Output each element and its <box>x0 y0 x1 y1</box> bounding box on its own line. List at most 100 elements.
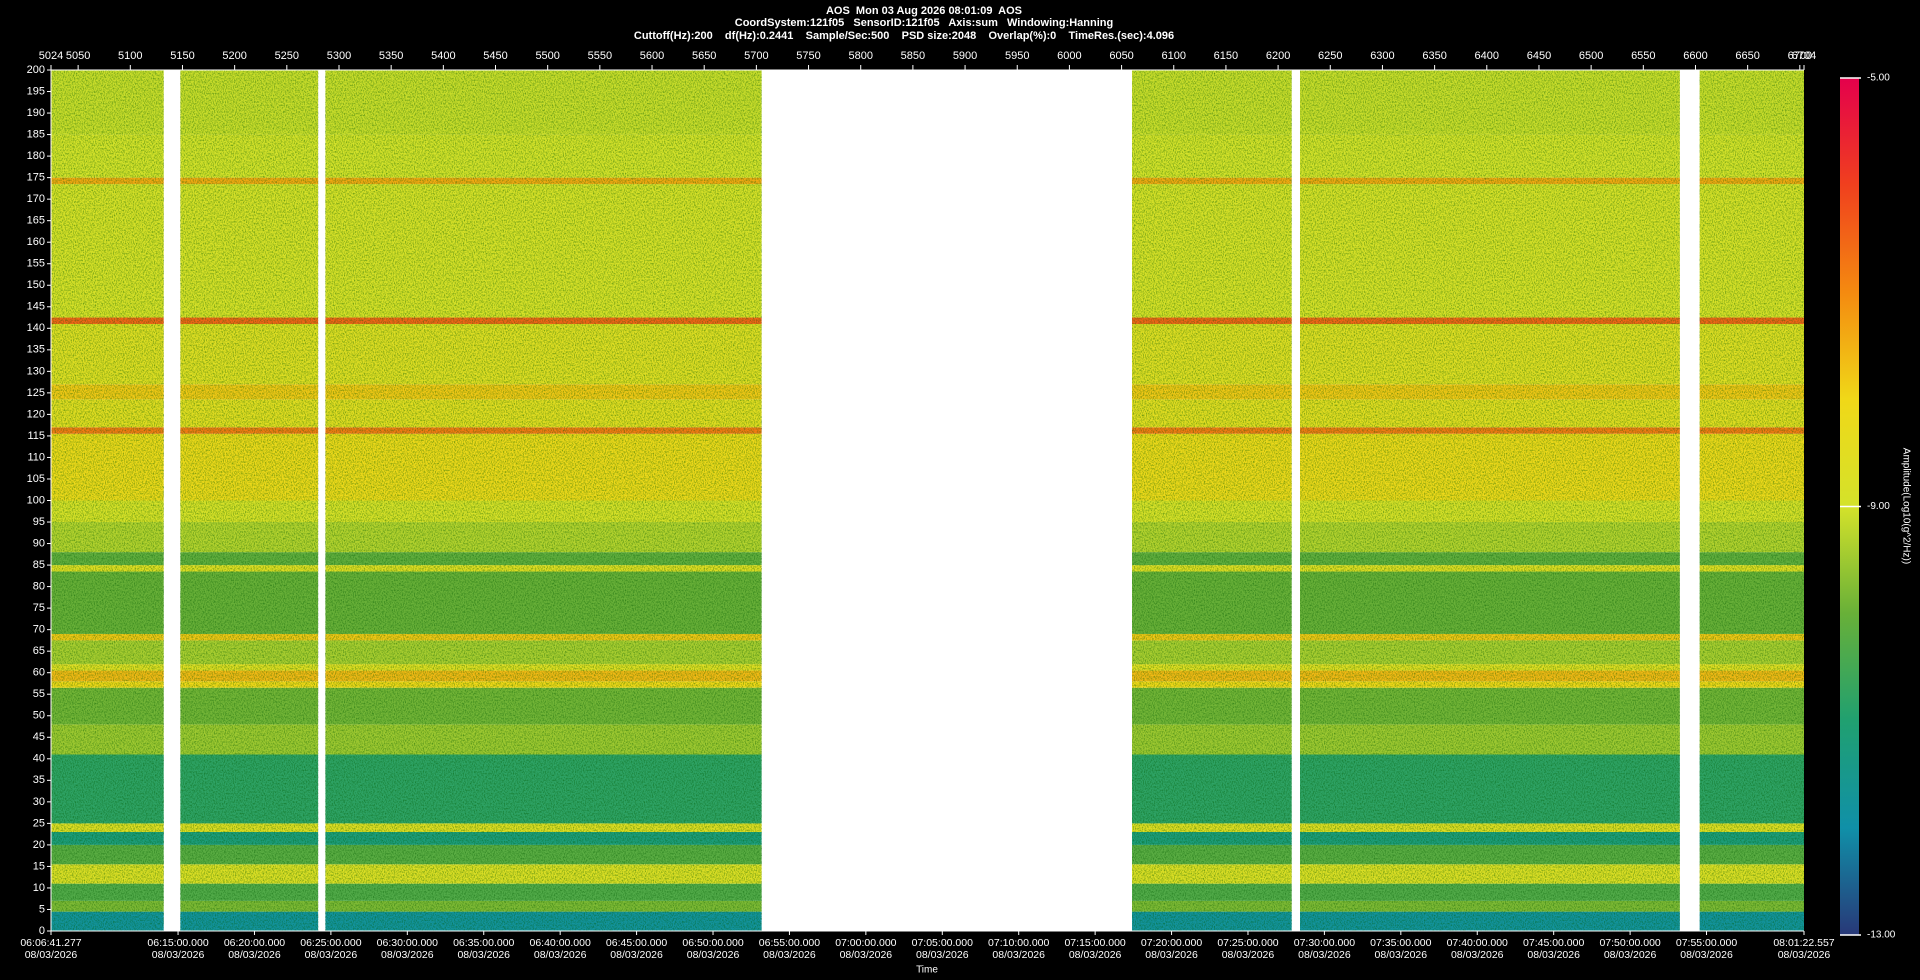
time-tick-date: 08/03/2026 <box>992 949 1045 961</box>
x-tick-label: 5300 <box>327 50 351 62</box>
noise-texture <box>1699 70 1804 931</box>
time-tick-date: 08/03/2026 <box>916 949 969 961</box>
x-tick-label: 5700 <box>744 50 768 62</box>
time-tick-label: 07:35:00.000 <box>1370 937 1431 949</box>
time-tick-date: 08/03/2026 <box>1451 949 1504 961</box>
time-tick-label: 06:55:00.000 <box>759 937 820 949</box>
time-tick-date: 08/03/2026 <box>840 949 893 961</box>
y-tick-label: 25 <box>33 817 45 829</box>
time-tick-label: 06:35:00.000 <box>453 937 514 949</box>
time-tick-label: 07:00:00.000 <box>835 937 896 949</box>
x-tick-label: 5550 <box>588 50 612 62</box>
x-tick-label: 5900 <box>953 50 977 62</box>
x-tick-label: 5800 <box>848 50 872 62</box>
x-tick-label: 6700 <box>1788 50 1812 62</box>
x-tick-label: 6050 <box>1109 50 1133 62</box>
x-tick-label: 6650 <box>1735 50 1759 62</box>
y-tick-label: 45 <box>33 731 45 743</box>
y-tick-label: 195 <box>27 85 45 97</box>
y-tick-label: 60 <box>33 667 45 679</box>
y-tick-label: 135 <box>27 344 45 356</box>
y-tick-label: 130 <box>27 365 45 377</box>
time-tick-label: 06:25:00.000 <box>300 937 361 949</box>
y-tick-label: 90 <box>33 537 45 549</box>
time-tick-label: 06:15:00.000 <box>147 937 208 949</box>
time-tick-label: 07:05:00.000 <box>912 937 973 949</box>
x-tick-label: 5650 <box>692 50 716 62</box>
y-tick-label: 140 <box>27 322 45 334</box>
x-tick-label: 6500 <box>1579 50 1603 62</box>
x-tick-label: 5600 <box>640 50 664 62</box>
x-tick-label: 6400 <box>1475 50 1499 62</box>
y-tick-label: 50 <box>33 710 45 722</box>
time-tick-label: 07:25:00.000 <box>1217 937 1278 949</box>
y-tick-label: 200 <box>27 64 45 76</box>
x-tick-label: 5950 <box>1005 50 1029 62</box>
y-tick-label: 85 <box>33 559 45 571</box>
x-tick-label: 5250 <box>275 50 299 62</box>
y-tick-label: 5 <box>39 903 45 915</box>
colorbar-tick-label: -9.00 <box>1867 501 1890 512</box>
time-tick-date: 08/03/2026 <box>1604 949 1657 961</box>
time-tick-date: 08/03/2026 <box>1298 949 1351 961</box>
y-tick-label: 160 <box>27 236 45 248</box>
y-tick-label: 80 <box>33 581 45 593</box>
y-tick-label: 165 <box>27 215 45 227</box>
time-tick-date: 08/03/2026 <box>1069 949 1122 961</box>
x-tick-label: 6550 <box>1631 50 1655 62</box>
y-tick-label: 30 <box>33 796 45 808</box>
time-tick-label: 07:30:00.000 <box>1294 937 1355 949</box>
y-tick-label: 110 <box>27 451 45 463</box>
time-tick-date: 08/03/2026 <box>1680 949 1733 961</box>
x-tick-label: 5024 <box>39 50 63 62</box>
time-tick-date: 08/03/2026 <box>1145 949 1198 961</box>
time-tick-date: 08/03/2026 <box>457 949 510 961</box>
x-tick-label: 5100 <box>118 50 142 62</box>
time-tick-date: 08/03/2026 <box>1375 949 1428 961</box>
time-tick-date: 08/03/2026 <box>305 949 358 961</box>
x-tick-label: 6300 <box>1370 50 1394 62</box>
y-tick-label: 70 <box>33 624 45 636</box>
x-tick-label: 6100 <box>1162 50 1186 62</box>
x-tick-label: 6000 <box>1057 50 1081 62</box>
x-tick-label: 5750 <box>796 50 820 62</box>
noise-texture <box>1132 70 1292 931</box>
y-tick-label: 180 <box>27 150 45 162</box>
y-tick-label: 35 <box>33 774 45 786</box>
y-tick-label: 0 <box>39 925 45 937</box>
time-tick-date: 08/03/2026 <box>534 949 587 961</box>
time-tick-label: 07:10:00.000 <box>988 937 1049 949</box>
time-tick-date: 08/03/2026 <box>763 949 816 961</box>
y-tick-label: 105 <box>27 473 45 485</box>
y-tick-label: 185 <box>27 128 45 140</box>
y-tick-label: 100 <box>27 494 45 506</box>
colorbar-tick-label: -5.00 <box>1867 73 1890 84</box>
noise-texture <box>1300 70 1680 931</box>
time-tick-date: 08/03/2026 <box>1778 949 1831 961</box>
x-tick-label: 5400 <box>431 50 455 62</box>
time-tick-date: 08/03/2026 <box>381 949 434 961</box>
x-tick-label: 6250 <box>1318 50 1342 62</box>
y-tick-label: 170 <box>27 193 45 205</box>
time-tick-label: 08:01:22.557 <box>1773 937 1834 949</box>
chart-subtitle: CoordSystem:121f05 SensorID:121f05 Axis:… <box>735 17 1113 29</box>
time-tick-date: 08/03/2026 <box>228 949 281 961</box>
x-tick-label: 5050 <box>66 50 90 62</box>
y-tick-label: 15 <box>33 860 45 872</box>
time-tick-label: 07:15:00.000 <box>1064 937 1125 949</box>
x-tick-label: 5850 <box>901 50 925 62</box>
x-tick-label: 6600 <box>1683 50 1707 62</box>
time-tick-date: 08/03/2026 <box>610 949 663 961</box>
x-tick-label: 6150 <box>1214 50 1238 62</box>
noise-texture <box>180 70 319 931</box>
time-tick-label: 06:45:00.000 <box>606 937 667 949</box>
colorbar-title: Amplitude(Log10(g^2/Hz)) <box>1900 448 1911 564</box>
time-tick-date: 08/03/2026 <box>1527 949 1580 961</box>
time-tick-date: 08/03/2026 <box>687 949 740 961</box>
chart-title: AOS Mon 03 Aug 2026 08:01:09 AOS <box>826 5 1022 17</box>
y-tick-label: 175 <box>27 172 45 184</box>
settings-line: Cuttoff(Hz):200 df(Hz):0.2441 Sample/Sec… <box>634 30 1174 42</box>
x-tick-label: 6200 <box>1266 50 1290 62</box>
y-tick-label: 75 <box>33 602 45 614</box>
